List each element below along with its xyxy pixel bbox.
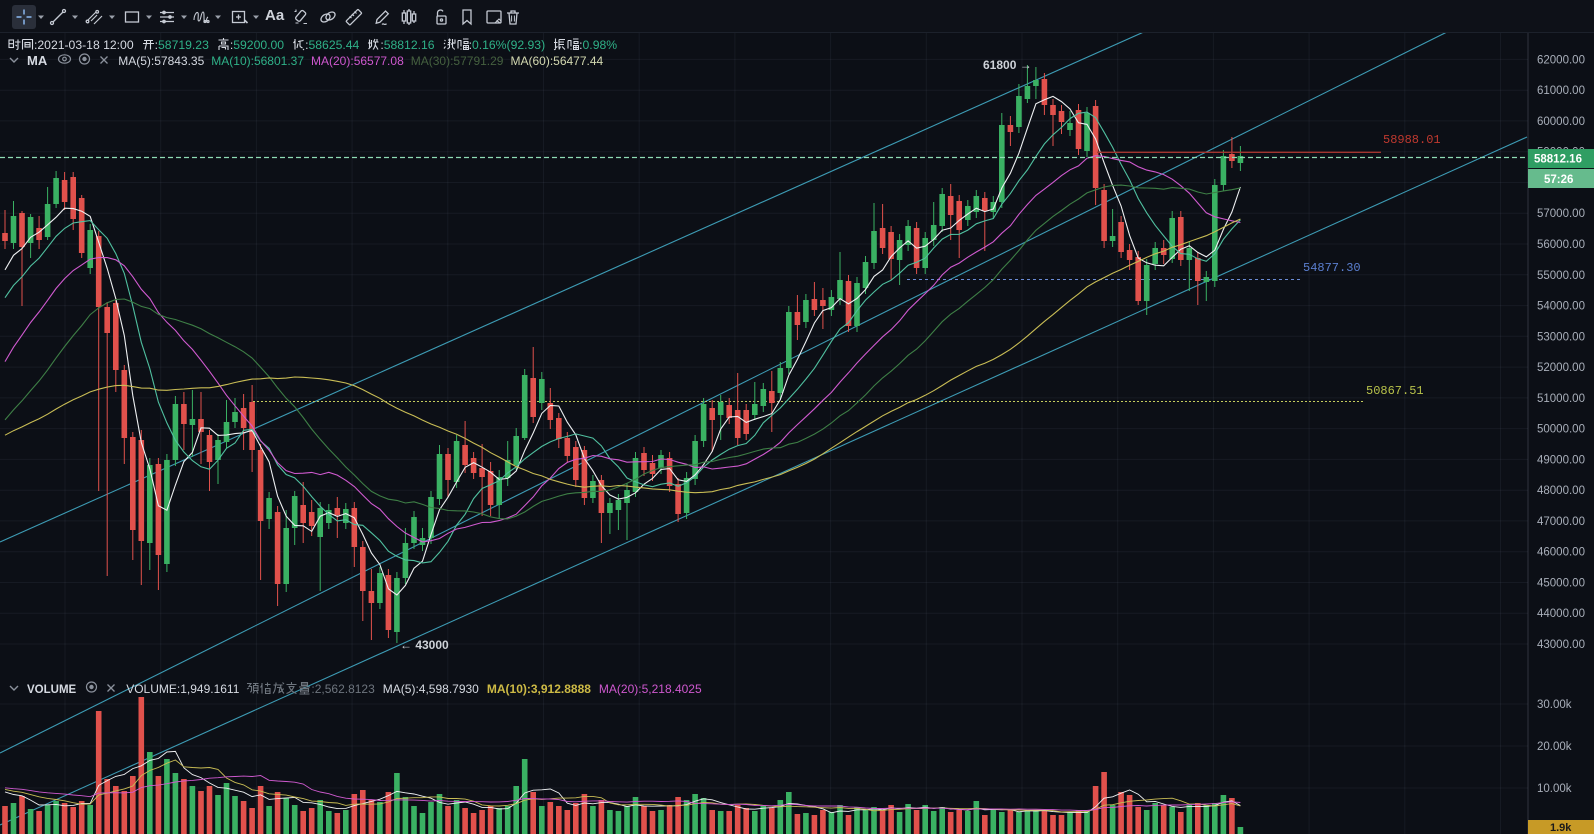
svg-text:50000.00: 50000.00 xyxy=(1537,424,1585,436)
svg-text:30.00k: 30.00k xyxy=(1537,699,1572,711)
svg-text:48000.00: 48000.00 xyxy=(1537,485,1585,497)
svg-text:45000.00: 45000.00 xyxy=(1537,578,1585,590)
svg-text:54000.00: 54000.00 xyxy=(1537,301,1585,313)
svg-text:55000.00: 55000.00 xyxy=(1537,270,1585,282)
svg-text:54877.30: 54877.30 xyxy=(1303,261,1361,275)
svg-text:44000.00: 44000.00 xyxy=(1537,608,1585,620)
svg-text:10.00k: 10.00k xyxy=(1537,783,1572,795)
svg-text:58988.01: 58988.01 xyxy=(1383,133,1441,147)
svg-text:50867.51: 50867.51 xyxy=(1366,384,1424,398)
svg-text:49000.00: 49000.00 xyxy=(1537,454,1585,466)
svg-text:58812.16: 58812.16 xyxy=(1534,154,1582,166)
svg-text:← 43000: ← 43000 xyxy=(400,638,449,652)
svg-text:57000.00: 57000.00 xyxy=(1537,208,1585,220)
svg-text:61000.00: 61000.00 xyxy=(1537,85,1585,97)
svg-text:57:26: 57:26 xyxy=(1544,174,1573,186)
svg-text:20.00k: 20.00k xyxy=(1537,741,1572,753)
svg-text:1.9k: 1.9k xyxy=(1550,822,1572,834)
svg-text:56000.00: 56000.00 xyxy=(1537,239,1585,251)
svg-text:51000.00: 51000.00 xyxy=(1537,393,1585,405)
svg-text:43000.00: 43000.00 xyxy=(1537,639,1585,651)
svg-text:53000.00: 53000.00 xyxy=(1537,331,1585,343)
svg-text:60000.00: 60000.00 xyxy=(1537,116,1585,128)
svg-text:62000.00: 62000.00 xyxy=(1537,54,1585,66)
svg-text:47000.00: 47000.00 xyxy=(1537,516,1585,528)
svg-text:61800 →: 61800 → xyxy=(983,58,1032,72)
svg-text:52000.00: 52000.00 xyxy=(1537,362,1585,374)
svg-text:46000.00: 46000.00 xyxy=(1537,547,1585,559)
